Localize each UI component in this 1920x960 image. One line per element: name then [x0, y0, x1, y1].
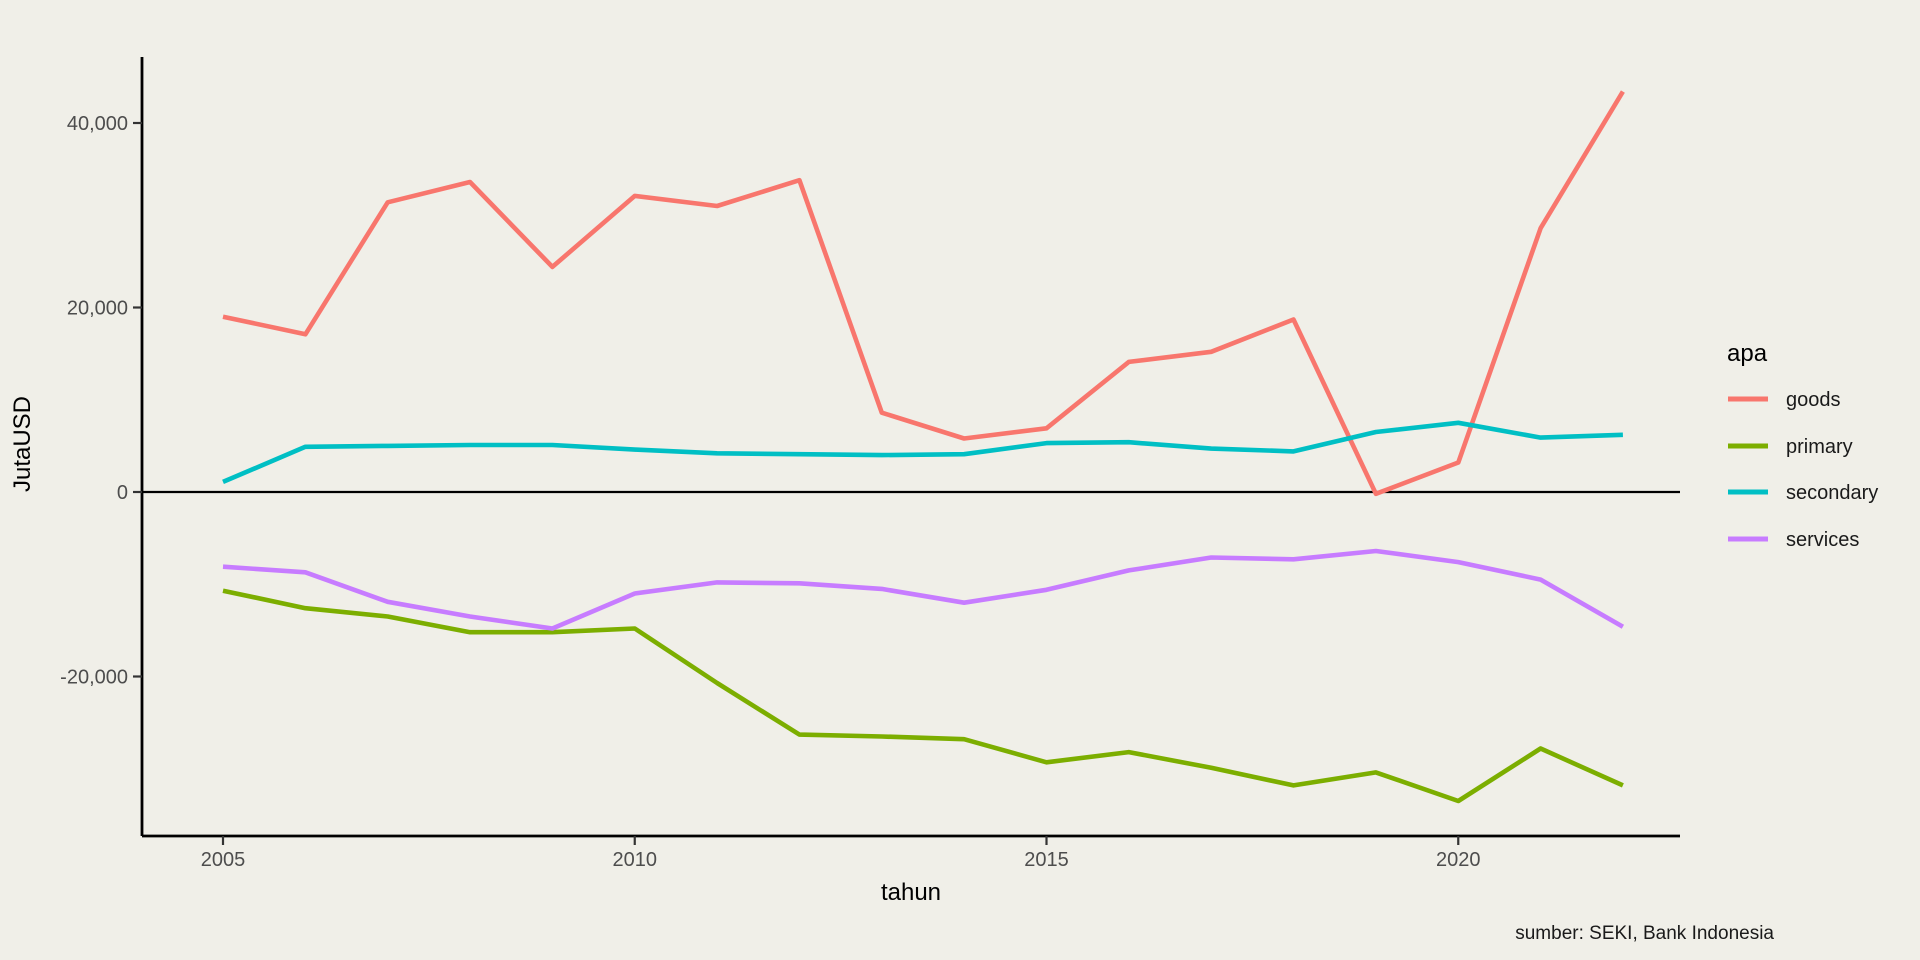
series-line-services	[222, 548, 1625, 631]
legend-title: apa	[1727, 340, 1768, 367]
legend-label-primary: primary	[1786, 436, 1853, 458]
y-tick-label: -20,000	[60, 667, 128, 689]
series-line-primary	[222, 588, 1624, 804]
x-axis-title: tahun	[881, 879, 941, 906]
y-axis-title: JutaUSD	[9, 396, 36, 492]
legend: apa goods primary secondary services	[1727, 340, 1878, 551]
legend-label-goods: goods	[1786, 389, 1841, 411]
y-tick-label: 40,000	[67, 113, 128, 135]
y-tick-label: 20,000	[67, 298, 128, 320]
series-line-secondary	[222, 420, 1623, 485]
chart-caption: sumber: SEKI, Bank Indonesia	[1515, 923, 1774, 944]
x-tick-label: 2005	[201, 849, 246, 871]
legend-label-secondary: secondary	[1786, 482, 1878, 504]
x-tick-label: 2015	[1024, 849, 1069, 871]
x-axis-ticks: 2005 2010 2015 2020	[201, 836, 1481, 871]
legend-items: goods primary secondary services	[1728, 389, 1878, 551]
legend-label-services: services	[1786, 529, 1859, 551]
series-line-goods	[222, 90, 1625, 497]
y-axis-ticks: -20,000 0 20,000 40,000	[60, 113, 142, 689]
x-tick-label: 2020	[1436, 849, 1481, 871]
y-tick-label: 0	[117, 482, 128, 504]
series-lines	[222, 90, 1625, 804]
x-tick-label: 2010	[613, 849, 658, 871]
